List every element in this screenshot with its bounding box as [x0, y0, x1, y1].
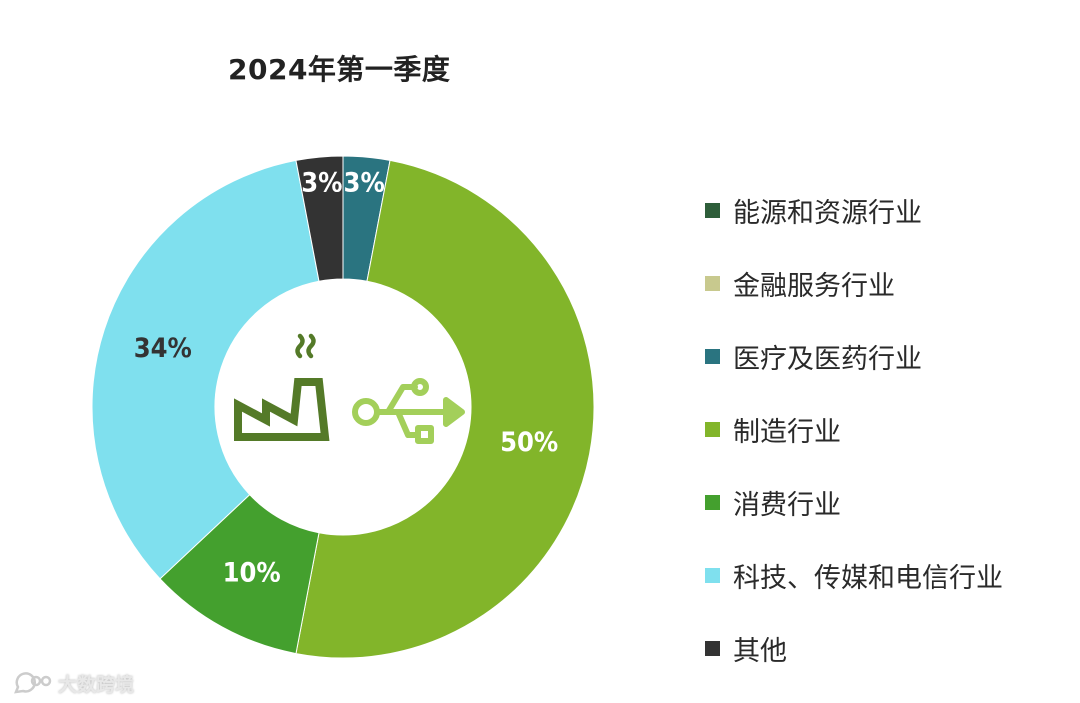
legend-label: 金融服务行业 [733, 270, 895, 302]
legend-swatch [705, 348, 720, 364]
watermark-text: 大数跨境 [58, 674, 135, 696]
legend-swatch [705, 202, 720, 218]
legend-swatch [705, 275, 720, 291]
legend-swatch [705, 640, 720, 656]
legend-label: 能源和资源行业 [733, 197, 922, 229]
legend-item: 消费行业 [705, 478, 1003, 526]
slice-其他 [295, 155, 344, 282]
data-label-医疗及医药行业: 3% [344, 167, 385, 198]
data-label-制造行业: 50% [500, 427, 558, 458]
chart-title: 2024年第一季度 [228, 53, 451, 86]
watermark: 大数跨境 [12, 670, 134, 697]
legend-label: 制造行业 [733, 416, 841, 448]
donut-slices [91, 155, 595, 659]
legend-item: 制造行业 [705, 405, 1003, 453]
legend-label: 科技、传媒和电信行业 [733, 562, 1003, 594]
slice-科技-传媒和电信行业 [91, 159, 320, 580]
chat-bubble-logo-icon [14, 671, 52, 694]
legend-label: 医疗及医药行业 [733, 343, 922, 375]
legend-item: 金融服务行业 [705, 259, 1003, 307]
donut-data-labels: 3% 50% 10% 34% 3% [134, 167, 559, 588]
data-label-消费行业: 10% [223, 558, 281, 589]
legend-item: 科技、传媒和电信行业 [705, 551, 1003, 599]
legend-swatch [705, 421, 720, 437]
legend-swatch [705, 567, 720, 583]
legend-swatch [705, 494, 720, 510]
legend-label: 其他 [733, 635, 787, 667]
legend-item: 能源和资源行业 [705, 186, 1003, 234]
data-label-科技-传媒和电信行业: 34% [134, 333, 192, 364]
data-label-其他: 3% [301, 167, 342, 198]
slice-制造行业 [295, 159, 595, 659]
legend-item: 医疗及医药行业 [705, 332, 1003, 380]
usb-icon [352, 378, 465, 444]
center-icons [234, 333, 465, 444]
legend-item: 其他 [705, 624, 1003, 672]
legend: 能源和资源行业 金融服务行业 医疗及医药行业 制造行业消费行业科技、传媒和电信行业 其他 [705, 186, 1003, 697]
legend-label: 消费行业 [733, 489, 841, 521]
factory-icon [234, 333, 330, 441]
